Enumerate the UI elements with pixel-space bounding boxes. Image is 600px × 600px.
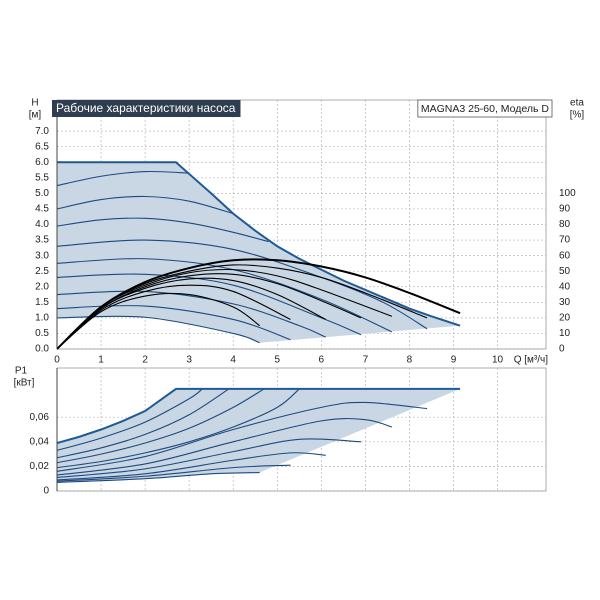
- y2-tick-label: 90: [559, 204, 571, 215]
- y-axis-unit: [м]: [29, 110, 42, 121]
- x-tick-label: 4: [230, 355, 236, 366]
- y-tick-label: 0.5: [35, 328, 49, 339]
- performance-curve: [56, 464, 291, 482]
- performance-curve: [56, 401, 428, 472]
- y-tick-label: 3.5: [35, 235, 49, 246]
- performance-curve: [56, 472, 260, 483]
- performance-curve: [56, 170, 190, 187]
- y2-tick-label: 70: [559, 235, 571, 246]
- x-tick-label: 8: [407, 355, 413, 366]
- x-tick-label: 2: [142, 355, 148, 366]
- x-tick-label: 0: [54, 355, 60, 366]
- performance-curve: [56, 388, 230, 459]
- performance-curve: [56, 388, 265, 464]
- performance-curve: [56, 438, 361, 479]
- y2-tick-label: 10: [559, 328, 571, 339]
- x-tick-label: 5: [274, 355, 280, 366]
- efficiency-curve: [56, 292, 260, 350]
- y2-tick-label: 40: [559, 281, 571, 292]
- y-tick-label: 4.5: [35, 204, 49, 215]
- x-tick-label: 7: [363, 355, 369, 366]
- performance-curve: [56, 305, 291, 341]
- y2-tick-label: 0: [559, 344, 565, 355]
- y-tick-label: 0,04: [30, 436, 50, 447]
- performance-curve: [56, 217, 269, 243]
- y2-tick-label: 60: [559, 250, 571, 261]
- y2-tick-label: 100: [559, 188, 576, 199]
- y-axis-label: H: [31, 98, 38, 109]
- efficiency-curve: [56, 284, 291, 350]
- operating-area: [57, 162, 461, 343]
- y-tick-label: 2.0: [35, 281, 49, 292]
- performance-curve: [56, 452, 326, 481]
- y-tick-label: 6.0: [35, 157, 49, 168]
- efficiency-curve: [56, 277, 326, 350]
- y-tick-label: 5.0: [35, 188, 49, 199]
- y-tick-label: 0,06: [30, 412, 50, 423]
- y-axis-label: P1: [15, 366, 28, 377]
- performance-curve: [57, 161, 461, 327]
- performance-curve: [56, 417, 392, 476]
- performance-curve: [56, 387, 461, 444]
- y-tick-label: 7.0: [35, 126, 49, 137]
- y-tick-label: 5.5: [35, 172, 49, 183]
- y-tick-label: 6.5: [35, 141, 49, 152]
- x-tick-label: 10: [492, 355, 504, 366]
- performance-curve: [56, 273, 362, 336]
- y2-axis-unit: [%]: [570, 110, 585, 121]
- y-tick-label: 4.0: [35, 219, 49, 230]
- y2-axis-label: eta: [570, 98, 584, 109]
- y-tick-label: 1.0: [35, 313, 49, 324]
- annotation: MAGNA3 25-60, Модель D: [421, 103, 550, 115]
- x-tick-label: 1: [98, 355, 104, 366]
- efficiency-curve: [56, 258, 461, 350]
- performance-curve: [56, 290, 326, 338]
- y-tick-label: 0.0: [35, 344, 49, 355]
- annotation-box: [417, 99, 553, 118]
- y-tick-label: 1.5: [35, 297, 49, 308]
- y-tick-label: 0: [43, 486, 49, 497]
- x-tick-label: 3: [186, 355, 192, 366]
- y2-tick-label: 80: [559, 219, 571, 230]
- y-tick-label: 3.0: [35, 250, 49, 261]
- y2-tick-label: 20: [559, 313, 571, 324]
- performance-curve: [56, 388, 300, 469]
- y-axis-unit: [кВт]: [14, 378, 35, 389]
- performance-curve: [56, 388, 203, 451]
- x-tick-label: 9: [451, 355, 457, 366]
- title-box: Рабочие характеристики насоса: [52, 100, 241, 117]
- chart-title: Рабочие характеристики насоса: [56, 101, 236, 115]
- y-tick-label: 2.5: [35, 266, 49, 277]
- y-tick-label: 0,02: [30, 461, 50, 472]
- x-axis-label: Q [м³/ч]: [514, 355, 549, 366]
- y2-tick-label: 50: [559, 266, 571, 277]
- performance-curve: [56, 239, 428, 330]
- performance-curve: [56, 195, 234, 215]
- y2-tick-label: 30: [559, 297, 571, 308]
- x-tick-label: 6: [319, 355, 325, 366]
- title-background: [52, 100, 241, 117]
